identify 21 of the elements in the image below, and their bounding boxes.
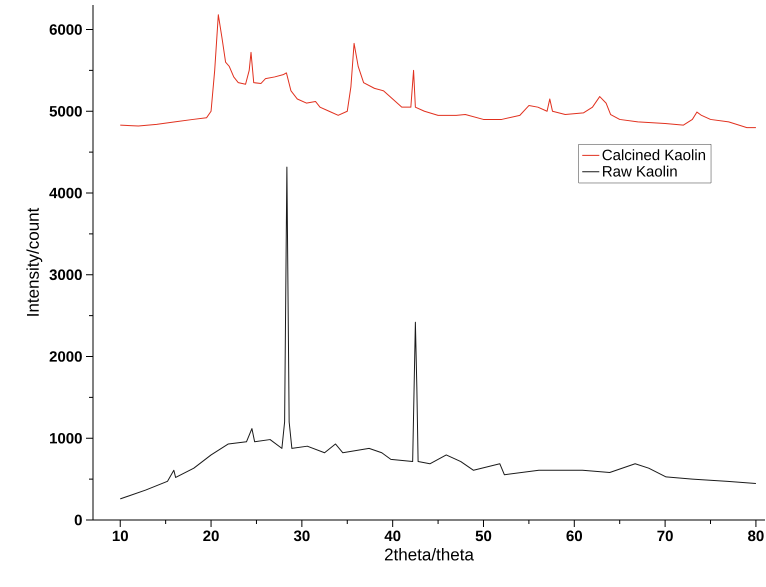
legend-label: Calcined Kaolin <box>602 149 706 160</box>
x-tick-label: 30 <box>294 530 310 542</box>
y-tick-label: 0 <box>74 514 82 526</box>
legend-label: Raw Kaolin <box>603 166 677 177</box>
y-tick-label: 4000 <box>49 188 82 198</box>
line-series <box>120 14 756 128</box>
y-tick-label: 2000 <box>50 351 82 362</box>
x-tick-label: 10 <box>112 530 128 542</box>
x-tick-label: 70 <box>657 530 673 542</box>
x-axis-title: 2theta/theta <box>384 548 474 561</box>
y-tick-label: 1000 <box>50 432 82 444</box>
y-axis-title: Intensity/count <box>26 208 42 316</box>
y-tick-label: 6000 <box>50 24 82 35</box>
x-tick-label: 80 <box>748 530 764 542</box>
x-tick-label: 50 <box>476 530 492 542</box>
y-tick-label: 5000 <box>50 106 82 117</box>
x-tick-label: 40 <box>384 530 400 542</box>
y-tick-label: 3000 <box>49 269 82 280</box>
x-tick-label: 20 <box>203 530 219 542</box>
line-series <box>120 166 756 500</box>
x-tick-label: 60 <box>566 530 582 542</box>
